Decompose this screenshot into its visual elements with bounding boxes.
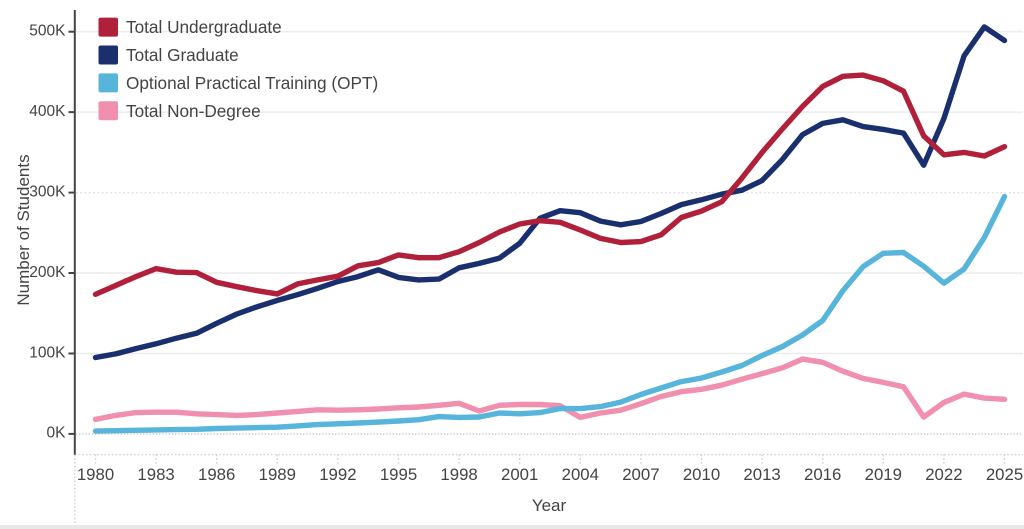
svg-text:2004: 2004 — [562, 465, 599, 484]
svg-text:2010: 2010 — [683, 465, 720, 484]
svg-text:2001: 2001 — [501, 465, 538, 484]
svg-text:Total Non-Degree: Total Non-Degree — [126, 101, 261, 121]
svg-text:500K: 500K — [29, 23, 66, 40]
svg-text:1992: 1992 — [319, 465, 356, 484]
svg-text:Total Undergraduate: Total Undergraduate — [126, 17, 282, 37]
svg-text:300K: 300K — [29, 183, 66, 200]
svg-text:1980: 1980 — [77, 465, 114, 484]
svg-text:200K: 200K — [29, 264, 66, 281]
svg-text:Number of Students: Number of Students — [14, 154, 33, 305]
svg-text:2007: 2007 — [622, 465, 659, 484]
svg-text:2025: 2025 — [986, 465, 1023, 484]
svg-text:1998: 1998 — [440, 465, 477, 484]
svg-text:2016: 2016 — [804, 465, 841, 484]
svg-text:2013: 2013 — [743, 465, 780, 484]
svg-text:1986: 1986 — [198, 465, 235, 484]
svg-text:2022: 2022 — [925, 465, 962, 484]
svg-text:Year: Year — [532, 496, 567, 515]
svg-text:1995: 1995 — [380, 465, 417, 484]
svg-text:2019: 2019 — [865, 465, 902, 484]
svg-text:100K: 100K — [29, 344, 66, 361]
svg-text:0K: 0K — [47, 425, 67, 442]
svg-text:1989: 1989 — [259, 465, 296, 484]
svg-text:Total Graduate: Total Graduate — [126, 45, 239, 65]
svg-text:1983: 1983 — [137, 465, 174, 484]
svg-text:Optional Practical Training (O: Optional Practical Training (OPT) — [126, 73, 378, 93]
svg-text:400K: 400K — [29, 103, 66, 120]
